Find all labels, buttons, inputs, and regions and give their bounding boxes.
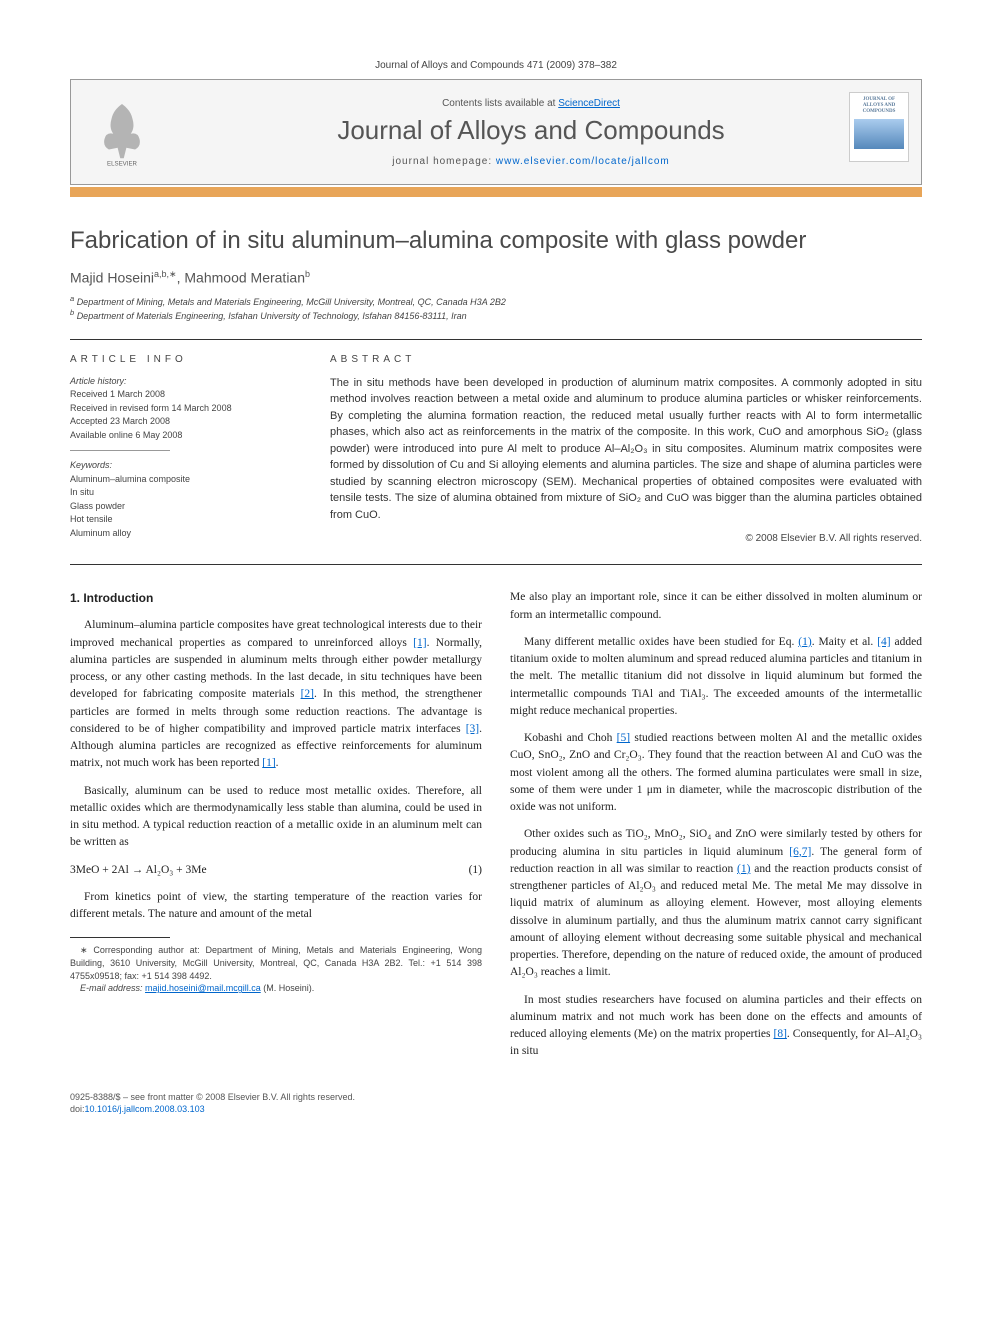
eq1-formula: 3MeO + 2Al → Al₂O₃ + 3Me — [70, 862, 207, 879]
keyword-2: In situ — [70, 486, 300, 500]
article-title: Fabrication of in situ aluminum–alumina … — [70, 227, 922, 255]
para-4: Me also play an important role, since it… — [510, 589, 922, 624]
contents-bar: ELSEVIER Contents lists available at Sci… — [70, 79, 922, 185]
abstract-copyright: © 2008 Elsevier B.V. All rights reserved… — [330, 533, 922, 544]
email-link[interactable]: majid.hoseini@mail.mcgill.ca — [145, 983, 261, 993]
info-divider — [70, 450, 170, 451]
received-date: Received 1 March 2008 — [70, 388, 300, 402]
author-1-sup: a,b,∗ — [154, 269, 177, 279]
sciencedirect-link[interactable]: ScienceDirect — [558, 98, 620, 109]
history-label: Article history: — [70, 375, 300, 389]
journal-running-header: Journal of Alloys and Compounds 471 (200… — [70, 60, 922, 71]
corresponding-author-footnote: ∗ Corresponding author at: Department of… — [70, 944, 482, 982]
email-suffix: (M. Hoseini). — [261, 983, 315, 993]
homepage-link[interactable]: www.elsevier.com/locate/jallcom — [496, 156, 670, 167]
eq-ref-link[interactable]: (1) — [737, 863, 750, 875]
aff-sup-b: b — [70, 308, 74, 317]
abstract-text: The in situ methods have been developed … — [330, 375, 922, 524]
keyword-3: Glass powder — [70, 500, 300, 514]
abstract-header: ABSTRACT — [330, 354, 922, 365]
contents-prefix: Contents lists available at — [442, 98, 558, 109]
body-two-columns: 1. Introduction Aluminum–alumina particl… — [70, 589, 922, 1070]
doi-link[interactable]: 10.1016/j.jallcom.2008.03.103 — [85, 1104, 205, 1114]
keyword-5: Aluminum alloy — [70, 527, 300, 541]
article-history-block: Article history: Received 1 March 2008 R… — [70, 375, 300, 541]
author-2: Mahmood Meratian — [184, 270, 305, 286]
cover-graphic — [854, 119, 904, 149]
cover-text: JOURNAL OF ALLOYS AND COMPOUNDS — [854, 97, 904, 115]
journal-name-title: Journal of Alloys and Compounds — [157, 115, 905, 146]
para-6: Kobashi and Choh [5] studied reactions b… — [510, 730, 922, 816]
eq1-number: (1) — [469, 862, 482, 879]
para-2: Basically, aluminum can be used to reduc… — [70, 783, 482, 852]
ref-link[interactable]: [4] — [877, 636, 890, 648]
doi-prefix: doi: — [70, 1104, 85, 1114]
author-2-sup: b — [305, 269, 310, 279]
orange-divider-bar — [70, 187, 922, 197]
accepted-date: Accepted 23 March 2008 — [70, 415, 300, 429]
homepage-prefix: journal homepage: — [392, 156, 496, 167]
author-1: Majid Hoseini — [70, 270, 154, 286]
para-5: Many different metallic oxides have been… — [510, 634, 922, 720]
online-date: Available online 6 May 2008 — [70, 429, 300, 443]
journal-cover-thumbnail: JOURNAL OF ALLOYS AND COMPOUNDS — [849, 92, 909, 162]
email-label: E-mail address: — [80, 983, 145, 993]
footnote-separator — [70, 937, 170, 938]
para-7: Other oxides such as TiO₂, MnO₂, SiO₄ an… — [510, 826, 922, 981]
revised-date: Received in revised form 14 March 2008 — [70, 402, 300, 416]
authors-line: Majid Hoseinia,b,∗, Mahmood Meratianb — [70, 269, 922, 286]
page-footer: 0925-8388/$ – see front matter © 2008 El… — [70, 1091, 922, 1116]
eq-ref-link[interactable]: (1) — [798, 636, 811, 648]
ref-link[interactable]: [1] — [413, 637, 426, 649]
email-footnote: E-mail address: majid.hoseini@mail.mcgil… — [70, 982, 482, 995]
elsevier-logo: ELSEVIER — [87, 92, 157, 172]
keywords-label: Keywords: — [70, 459, 300, 473]
keyword-4: Hot tensile — [70, 513, 300, 527]
article-info-column: ARTICLE INFO Article history: Received 1… — [70, 354, 300, 551]
ref-link[interactable]: [5] — [617, 732, 630, 744]
ref-link[interactable]: [8] — [773, 1028, 786, 1040]
section-1-title: 1. Introduction — [70, 589, 482, 607]
footer-copyright-line: 0925-8388/$ – see front matter © 2008 El… — [70, 1091, 922, 1104]
aff-sup-a: a — [70, 294, 74, 303]
ref-link[interactable]: [2] — [301, 688, 314, 700]
journal-homepage-line: journal homepage: www.elsevier.com/locat… — [157, 156, 905, 167]
info-abstract-row: ARTICLE INFO Article history: Received 1… — [70, 339, 922, 566]
equation-1: 3MeO + 2Al → Al₂O₃ + 3Me (1) — [70, 862, 482, 879]
affiliation-b: Department of Materials Engineering, Isf… — [77, 311, 467, 321]
contents-available-label: Contents lists available at ScienceDirec… — [157, 98, 905, 109]
article-info-header: ARTICLE INFO — [70, 354, 300, 365]
ref-link[interactable]: [1] — [262, 757, 275, 769]
svg-text:ELSEVIER: ELSEVIER — [107, 160, 137, 167]
ref-link[interactable]: [6,7] — [789, 846, 811, 858]
affiliation-a: Department of Mining, Metals and Materia… — [77, 297, 506, 307]
para-1: Aluminum–alumina particle composites hav… — [70, 617, 482, 772]
body-left-column: 1. Introduction Aluminum–alumina particl… — [70, 589, 482, 1070]
affiliations-block: a Department of Mining, Metals and Mater… — [70, 294, 922, 323]
para-3: From kinetics point of view, the startin… — [70, 889, 482, 924]
ref-link[interactable]: [3] — [466, 723, 479, 735]
para-8: In most studies researchers have focused… — [510, 992, 922, 1061]
abstract-column: ABSTRACT The in situ methods have been d… — [330, 354, 922, 551]
tree-icon: ELSEVIER — [92, 97, 152, 167]
keyword-1: Aluminum–alumina composite — [70, 473, 300, 487]
body-right-column: Me also play an important role, since it… — [510, 589, 922, 1070]
